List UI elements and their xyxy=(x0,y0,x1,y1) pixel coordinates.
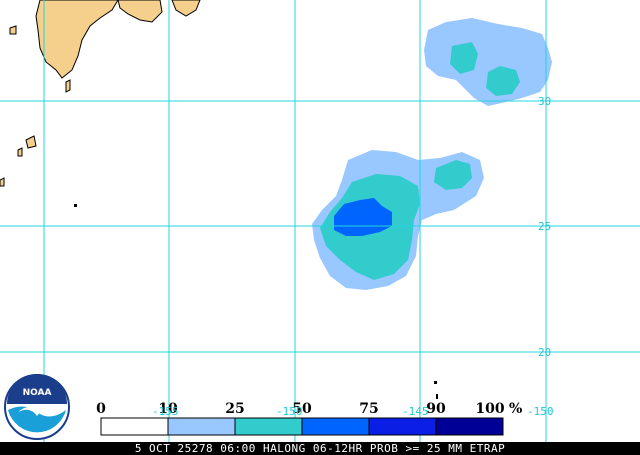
legend-tick-50: 50 xyxy=(292,401,312,417)
legend-swatch-10 xyxy=(167,417,236,436)
lat-label-20: 20 xyxy=(538,346,551,359)
graticule xyxy=(0,0,640,442)
legend-bar xyxy=(100,417,504,436)
noaa-logo-gull xyxy=(18,407,56,416)
land-island-2 xyxy=(25,135,37,149)
legend-tick-25: 25 xyxy=(225,401,244,417)
lat-label-25: 25 xyxy=(538,220,551,233)
legend-swatch-50 xyxy=(301,417,370,436)
legend-tick-90: 90 xyxy=(426,401,446,417)
band-10-north xyxy=(424,18,552,106)
lon-label-4: -150 xyxy=(527,405,554,418)
legend-tick-0: 0 xyxy=(96,401,106,417)
lon-label-3: -145 xyxy=(402,405,429,418)
land-japan xyxy=(0,0,201,187)
land-island-3 xyxy=(17,147,23,157)
lon-label-2: -150 xyxy=(276,405,303,418)
prob-central-cluster xyxy=(312,150,484,290)
land-island-1 xyxy=(65,79,71,93)
lon-label-1: -155 xyxy=(152,405,179,418)
legend-swatch-75 xyxy=(368,417,437,436)
lat-label-30: 30 xyxy=(538,95,551,108)
land-island-4 xyxy=(9,25,17,35)
band-25-north-a xyxy=(450,42,478,74)
noaa-logo: NOAA xyxy=(4,374,70,440)
land-kyushu xyxy=(35,0,119,79)
noaa-logo-top xyxy=(7,374,67,404)
legend-tick-10: 10 xyxy=(158,401,178,417)
legend-tick-100: 100 xyxy=(475,401,504,417)
legend-tick-75: 75 xyxy=(359,401,378,417)
caption-bar: 5 OCT 25278 06:00 HALONG 06-12HR PROB >=… xyxy=(0,442,640,455)
land-island-5 xyxy=(0,177,5,187)
band-25-north-b xyxy=(486,66,520,96)
band-25-central-east xyxy=(434,160,472,190)
land-shikoku-fragment xyxy=(117,0,163,23)
prob-north-cluster xyxy=(424,18,552,106)
noaa-logo-text: NOAA xyxy=(23,388,52,398)
legend-swatch-25 xyxy=(234,417,303,436)
legend-swatch-0 xyxy=(100,417,169,436)
land-honshu-fragment xyxy=(171,0,201,17)
noaa-logo-wave xyxy=(8,406,66,433)
probability-map: 30 25 20 0 10 25 50 75 90 100 % -155 -15… xyxy=(0,0,640,442)
legend-swatch-90 xyxy=(435,417,504,436)
legend-unit: % xyxy=(509,401,522,417)
